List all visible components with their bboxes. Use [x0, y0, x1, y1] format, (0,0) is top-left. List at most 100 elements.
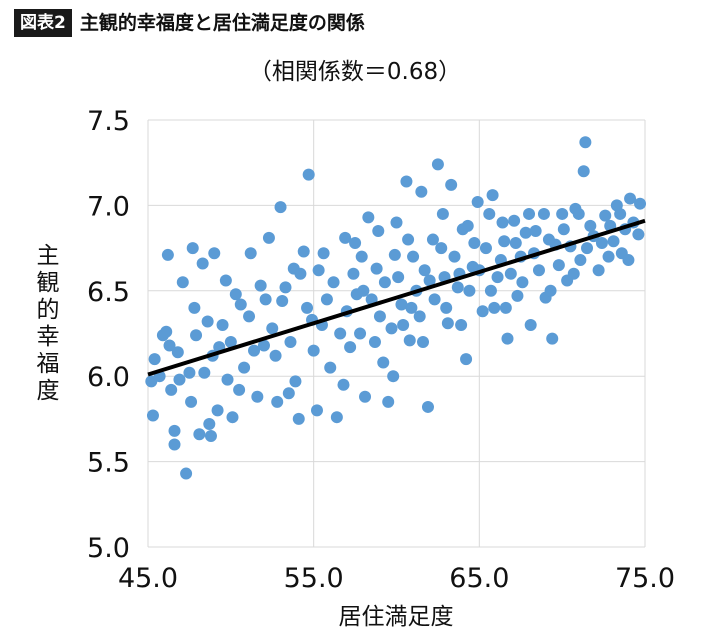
data-point [354, 327, 367, 340]
data-point [407, 250, 420, 263]
data-point [579, 136, 592, 149]
data-point [216, 318, 229, 331]
data-point [347, 267, 360, 280]
data-point [257, 339, 270, 352]
data-point [388, 248, 401, 261]
data-point [395, 298, 408, 311]
data-point [484, 284, 497, 297]
data-point [372, 225, 385, 238]
chart-subtitle: （相関係数＝0.68） [248, 59, 462, 85]
data-point [355, 250, 368, 263]
data-point [592, 264, 605, 277]
x-tick-label: 75.0 [615, 563, 675, 594]
data-point [357, 284, 370, 297]
data-point [581, 242, 594, 255]
data-point [423, 274, 436, 287]
data-point [584, 219, 597, 232]
data-point [204, 429, 217, 442]
data-point [233, 383, 246, 396]
data-point [501, 332, 514, 345]
data-point [508, 214, 521, 227]
data-point [390, 216, 403, 229]
figure-title: 主観的幸福度と居住満足度の関係 [79, 12, 365, 34]
data-point [226, 411, 239, 424]
data-point [455, 318, 468, 331]
x-axis-label: 居住満足度 [339, 604, 454, 630]
data-point [537, 207, 550, 220]
data-point [448, 250, 461, 263]
data-point [622, 254, 635, 267]
data-point [431, 158, 444, 171]
data-point [567, 267, 580, 280]
data-point [266, 322, 279, 335]
data-point [292, 412, 305, 425]
data-point [402, 233, 415, 246]
data-point [468, 236, 481, 249]
data-point [382, 395, 395, 408]
data-point [301, 301, 314, 314]
data-point [377, 356, 390, 369]
data-point [511, 289, 524, 302]
data-point [238, 361, 251, 374]
data-point [251, 390, 264, 403]
data-point [544, 284, 557, 297]
data-point [632, 228, 645, 241]
data-point [274, 201, 287, 214]
y-axis-label: 主観的幸福度 [37, 243, 60, 404]
data-point [486, 189, 499, 202]
data-point [595, 236, 608, 249]
y-tick-label: 7.5 [87, 106, 130, 137]
data-point [532, 264, 545, 277]
data-point [428, 293, 441, 306]
grid [147, 119, 646, 548]
data-point [284, 336, 297, 349]
data-point [349, 236, 362, 249]
data-point [221, 373, 234, 386]
data-point [519, 226, 532, 239]
data-point [224, 336, 237, 349]
data-point [211, 404, 224, 417]
data-point [373, 310, 386, 323]
data-point [171, 346, 184, 359]
data-point [244, 247, 257, 260]
data-point [476, 305, 489, 318]
data-point [385, 322, 398, 335]
data-point [317, 247, 330, 260]
data-point [339, 231, 352, 244]
figure-badge: 図表2 [14, 9, 72, 37]
data-point [572, 207, 585, 220]
figure-header: 図表2 主観的幸福度と居住満足度の関係 [14, 8, 365, 38]
data-point [574, 254, 587, 267]
data-point [498, 235, 511, 248]
data-point [190, 329, 203, 342]
y-tick-label: 5.0 [87, 533, 130, 564]
data-point [413, 310, 426, 323]
data-point [602, 250, 615, 263]
tick-labels: 5.0 5.5 6.0 6.5 7.0 7.5 45.0 55.0 65.0 75.0 [87, 106, 675, 594]
data-point [483, 207, 496, 220]
data-point [334, 327, 347, 340]
data-point [552, 259, 565, 272]
data-point [168, 438, 181, 451]
data-point [400, 175, 413, 188]
data-point [556, 207, 569, 220]
data-point [148, 353, 161, 366]
data-point [327, 276, 340, 289]
data-point [634, 197, 647, 210]
y-tick-label: 7.0 [87, 191, 130, 222]
data-point [163, 339, 176, 352]
data-point [529, 225, 542, 238]
data-point [168, 424, 181, 437]
data-point [542, 233, 555, 246]
data-point [289, 375, 302, 388]
data-point [294, 267, 307, 280]
data-point [577, 165, 590, 178]
data-point [160, 325, 173, 338]
data-point [405, 301, 418, 314]
data-point [183, 366, 196, 379]
data-point [426, 233, 439, 246]
data-point [557, 223, 570, 236]
data-point [302, 168, 315, 181]
data-point [488, 301, 501, 314]
